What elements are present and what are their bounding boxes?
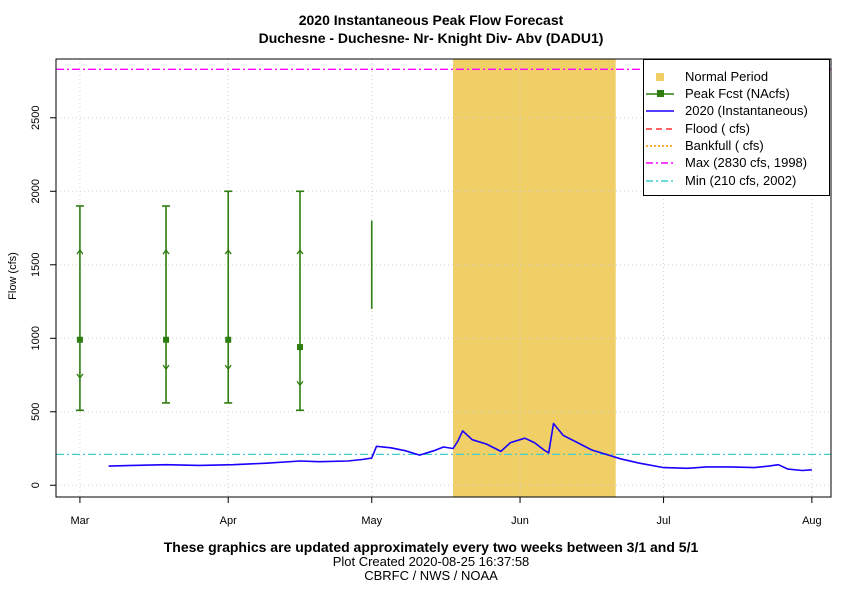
plot-frame <box>55 58 832 498</box>
legend-swatch-max <box>646 162 674 164</box>
legend-item-min: Min (210 cfs, 2002) <box>644 172 831 190</box>
y-tick-label: 1500 <box>30 253 42 277</box>
legend-label: Min (210 cfs, 2002) <box>685 173 797 188</box>
forecast-p50-marker <box>76 336 83 343</box>
y-tick-label: 2500 <box>30 106 42 130</box>
legend-swatch-bankfull <box>646 145 674 147</box>
legend-item-normal-period: Normal Period <box>644 68 831 86</box>
legend-label: Peak Fcst (NAcfs) <box>685 86 790 101</box>
forecast-p30-marker <box>76 248 84 255</box>
forecast-p70-marker <box>76 373 84 380</box>
legend-item-flood: Flood ( cfs) <box>644 120 831 138</box>
forecast-p50-marker <box>225 336 232 343</box>
legend-label: Flood ( cfs) <box>685 121 751 136</box>
x-tick-label: Apr <box>220 515 237 527</box>
forecast-p30-marker <box>162 248 170 255</box>
forecast-p30-marker <box>224 248 232 255</box>
forecast-p70-marker <box>162 364 170 371</box>
agency-credit: CBRFC / NWS / NOAA <box>364 568 498 583</box>
observed-flow-line <box>108 422 812 472</box>
x-tick-label: Jul <box>657 515 671 527</box>
y-axis-label: Flow (cfs) <box>7 252 19 300</box>
normal-period-band <box>453 59 616 497</box>
legend-swatch-peak-fcst <box>646 90 674 97</box>
legend-item-max: Max (2830 cfs, 1998) <box>644 154 831 172</box>
chart-title: 2020 Instantaneous Peak Flow Forecast <box>298 12 564 28</box>
forecast-p50-marker <box>296 344 303 351</box>
legend: Normal Period Peak Fcst (NAcfs) 2020 (In… <box>643 59 830 196</box>
chart-subtitle: Duchesne - Duchesne- Nr- Knight Div- Abv… <box>258 30 604 46</box>
legend-label: Normal Period <box>685 69 769 84</box>
legend-item-peak-fcst: Peak Fcst (NAcfs) <box>644 85 831 103</box>
legend-item-bankfull: Bankfull ( cfs) <box>644 137 831 155</box>
forecast-p30-marker <box>296 248 304 255</box>
legend-label: Max (2830 cfs, 1998) <box>685 155 808 170</box>
legend-item-observed: 2020 (Instantaneous) <box>644 102 831 120</box>
update-note: These graphics are updated approximately… <box>163 539 699 555</box>
y-tick-label: 500 <box>30 403 42 421</box>
forecast-p70-marker <box>224 364 232 371</box>
legend-swatch-flood <box>646 128 674 130</box>
legend-label: 2020 (Instantaneous) <box>685 103 808 118</box>
legend-swatch-normal-period <box>656 73 664 81</box>
forecast-p70-marker <box>296 380 304 387</box>
legend-label: Bankfull ( cfs) <box>685 138 764 153</box>
x-tick-label: May <box>361 515 382 527</box>
x-tick-label: Mar <box>70 515 89 527</box>
y-tick-label: 0 <box>30 482 42 488</box>
y-tick-label: 2000 <box>30 179 42 203</box>
legend-swatch-observed <box>646 110 674 112</box>
x-tick-label: Aug <box>802 515 822 527</box>
plot-created: Plot Created 2020-08-25 16:37:58 <box>332 554 530 569</box>
legend-swatch-min <box>646 180 674 182</box>
x-tick-label: Jun <box>511 515 529 527</box>
forecast-p50-marker <box>163 336 170 343</box>
y-tick-label: 1000 <box>30 326 42 350</box>
